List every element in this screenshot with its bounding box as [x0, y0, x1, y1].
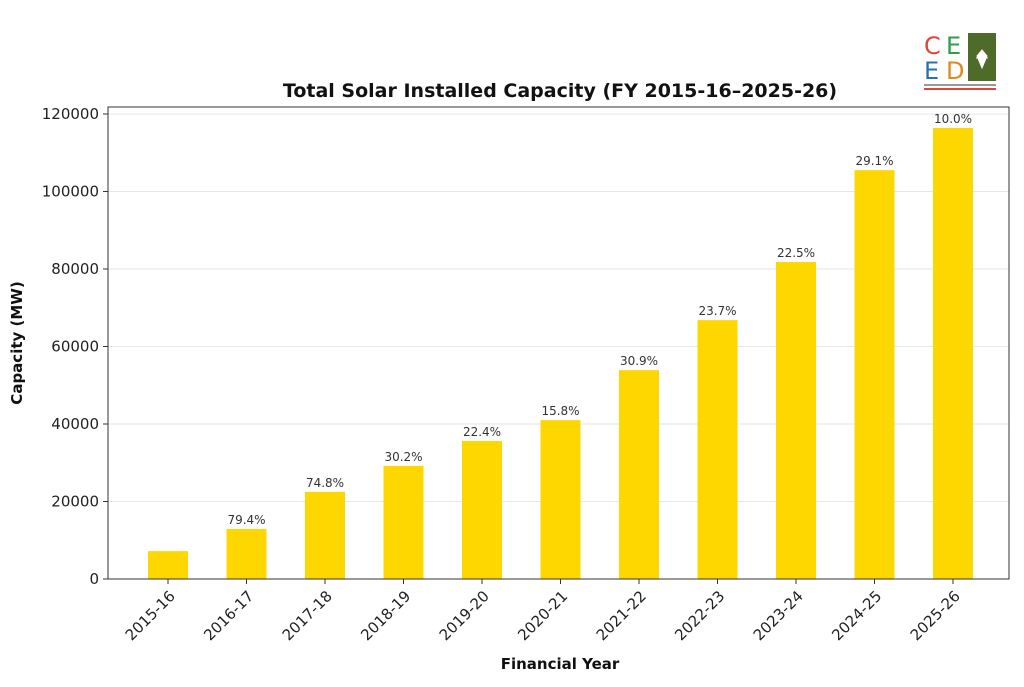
x-axis-label: Financial Year	[501, 655, 620, 673]
data-label: 15.8%	[541, 404, 579, 418]
data-label: 30.9%	[620, 354, 658, 368]
x-tick-label: 2022-23	[671, 587, 728, 644]
bar-2017-18	[305, 491, 345, 579]
bar-2023-24	[776, 262, 816, 579]
y-tick-label: 20000	[51, 492, 99, 510]
data-label: 29.1%	[855, 154, 893, 168]
bar-2015-16	[148, 551, 188, 579]
bar-2016-17	[226, 529, 267, 579]
x-tick-label: 2015-16	[122, 587, 179, 644]
logo-tagline-line	[924, 88, 996, 90]
x-axis: 2015-16 2016-17 2017-18 2018-19 2019-20 2020-…	[122, 579, 964, 644]
x-tick-label: 2021-22	[593, 587, 650, 644]
x-tick-label: 2018-19	[357, 587, 414, 644]
y-tick-label: 0	[89, 570, 99, 588]
y-tick-label: 80000	[51, 260, 99, 278]
bar-2018-19	[383, 465, 424, 579]
bar-2021-22	[619, 370, 659, 579]
x-tick-label: 2024-25	[828, 587, 885, 644]
data-label: 22.4%	[463, 425, 501, 439]
y-tick-label: 120000	[42, 105, 99, 123]
bar-2024-25	[854, 170, 895, 580]
bar-2025-26	[933, 127, 973, 579]
data-labels: 79.4% 74.8% 30.2% 22.4% 15.8% 30.9% 23.7% 22.5%…	[227, 112, 972, 527]
y-axis-label: Capacity (MW)	[8, 281, 26, 404]
x-tick-label: 2016-17	[200, 587, 257, 644]
logo-subtitle-line	[924, 84, 996, 86]
bar-2020-21	[540, 420, 581, 579]
data-label: 23.7%	[698, 304, 736, 318]
data-label: 30.2%	[384, 450, 422, 464]
x-tick-label: 2020-21	[514, 587, 571, 644]
plot-frame	[107, 106, 1010, 580]
bar-2019-20	[462, 441, 502, 579]
data-label: 79.4%	[227, 513, 265, 527]
data-label: 10.0%	[934, 112, 972, 126]
bar-2022-23	[697, 320, 738, 579]
x-tick-label: 2019-20	[436, 587, 493, 644]
y-tick-label: 40000	[51, 415, 99, 433]
y-tick-label: 100000	[42, 182, 99, 200]
logo-letter-c: C	[924, 32, 941, 60]
y-axis: 0 20000 40000 60000 80000 100000 120000	[42, 105, 108, 588]
chart-title: Total Solar Installed Capacity (FY 2015-…	[283, 80, 837, 102]
logo-letter-e1: E	[946, 32, 961, 60]
x-tick-label: 2025-26	[907, 587, 964, 644]
y-tick-label: 60000	[51, 337, 99, 355]
x-tick-label: 2023-24	[750, 587, 807, 644]
ceed-logo: C E E D	[924, 32, 996, 90]
x-tick-label: 2017-18	[279, 587, 336, 644]
logo-letter-d: D	[946, 57, 964, 85]
leaf-icon	[976, 49, 988, 70]
data-label: 22.5%	[777, 246, 815, 260]
bars	[148, 127, 973, 580]
logo-letter-e2: E	[924, 57, 939, 85]
data-label: 74.8%	[306, 476, 344, 490]
